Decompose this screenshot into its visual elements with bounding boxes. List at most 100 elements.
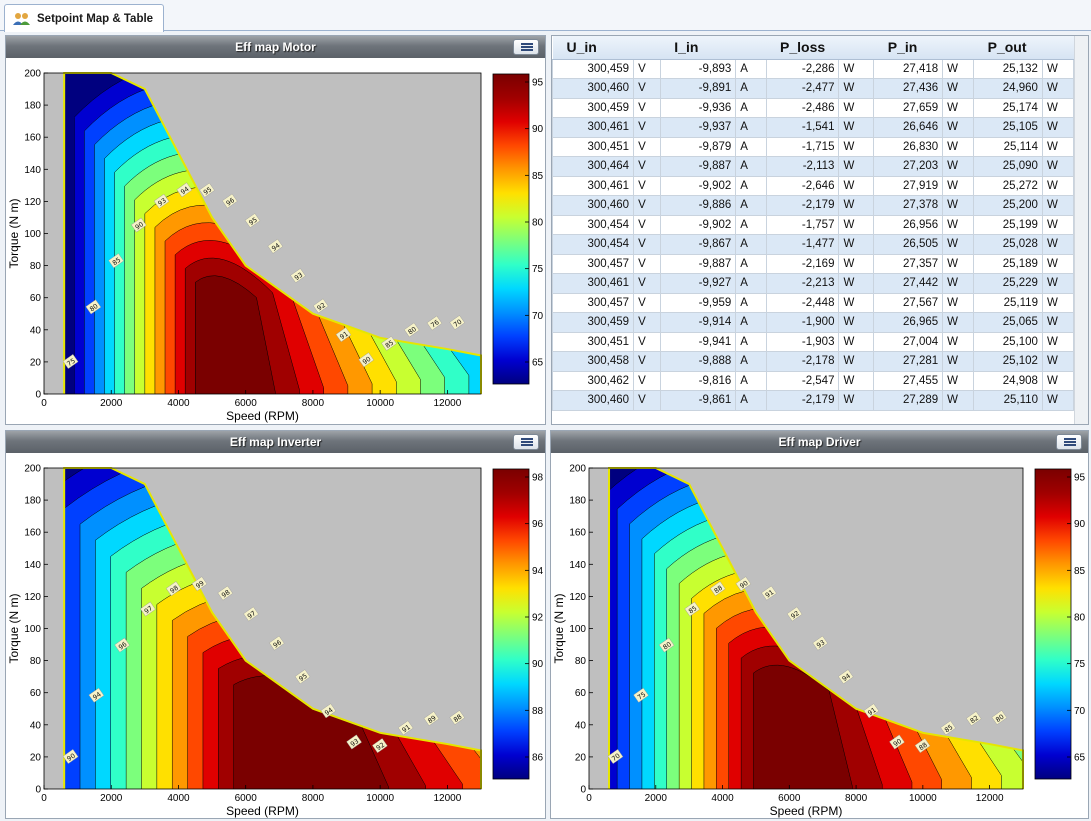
users-icon (13, 12, 31, 26)
column-header-u-in[interactable]: U_in (552, 36, 661, 60)
contour-label: 95 (294, 669, 311, 685)
table-row[interactable]: 300,451 V -9,941 A -1,903 W 27,004 W 25,100 W (552, 331, 1075, 352)
table-row[interactable]: 300,457 V -9,959 A -2,448 W 27,567 W 25,119 W (552, 292, 1075, 313)
table-row[interactable]: 300,464 V -9,887 A -2,113 W 27,203 W 25,090 W (552, 156, 1075, 177)
svg-text:96: 96 (225, 196, 236, 207)
table-cell-unit: W (942, 156, 975, 177)
table-row[interactable]: 300,458 V -9,888 A -2,178 W 27,281 W 25,102 W (552, 351, 1075, 372)
setpoint-table-panel: U_in I_in P_loss P_in P_out 300,459 V -9,8… (551, 35, 1089, 425)
svg-text:95: 95 (297, 672, 308, 683)
table-cell-value: 300,451 (552, 136, 635, 157)
panel-menu-button[interactable] (1056, 434, 1082, 450)
table-row[interactable]: 300,459 V -9,893 A -2,286 W 27,418 W 25,132 W (552, 58, 1075, 79)
svg-text:75: 75 (636, 690, 647, 701)
colorbar-tick-label: 95 (532, 78, 544, 89)
svg-text:88: 88 (713, 584, 724, 595)
table-cell-value: 25,229 (973, 273, 1043, 294)
contour-band (753, 664, 853, 789)
table-cell-unit: W (942, 97, 975, 118)
table-cell-value: -2,646 (765, 175, 840, 196)
table-cell-unit: V (633, 97, 661, 118)
table-row[interactable]: 300,462 V -9,816 A -2,547 W 27,455 W 24,908 W (552, 370, 1075, 391)
table-cell-unit: W (1041, 312, 1075, 333)
column-header-i-in[interactable]: I_in (660, 36, 767, 60)
table-row[interactable]: 300,460 V -9,891 A -2,477 W 27,436 W 24,960 W (552, 78, 1075, 99)
table-cell-unit: A (735, 312, 767, 333)
contour-label: 93 (153, 193, 170, 209)
svg-text:80: 80 (994, 713, 1005, 724)
table-cell-unit: A (735, 117, 767, 138)
table-cell-value: 25,200 (973, 195, 1043, 216)
column-header-p-in[interactable]: P_in (873, 36, 974, 60)
y-axis-label: Torque (N m) (7, 593, 21, 663)
contour-label: 93 (290, 268, 306, 284)
table-cell-value: 300,460 (552, 78, 635, 99)
contour-label: 80 (658, 637, 675, 653)
table-cell-unit: W (1041, 370, 1075, 391)
svg-text:97: 97 (143, 604, 154, 615)
table-row[interactable]: 300,459 V -9,914 A -1,900 W 26,965 W 25,065 W (552, 312, 1075, 333)
table-row[interactable]: 300,454 V -9,867 A -1,477 W 26,505 W 25,028 W (552, 234, 1075, 255)
table-cell-unit: A (735, 78, 767, 99)
table-row[interactable]: 300,457 V -9,887 A -2,169 W 27,357 W 25,189 W (552, 253, 1075, 274)
list-icon (521, 438, 533, 447)
table-row[interactable]: 300,454 V -9,902 A -1,757 W 26,956 W 25,199 W (552, 214, 1075, 235)
contour-label: 82 (965, 711, 982, 727)
contour-label: 98 (217, 585, 234, 601)
y-tick-label: 20 (30, 752, 42, 763)
table-cell-unit: W (838, 214, 875, 235)
colorbar-tick-label: 92 (532, 613, 544, 624)
x-tick-label: 2000 (645, 793, 668, 804)
panel-menu-button[interactable] (513, 39, 539, 55)
y-tick-label: 80 (575, 656, 587, 667)
column-header-p-out[interactable]: P_out (973, 36, 1074, 60)
contour-label: 95 (244, 213, 261, 228)
colorbar-tick-label: 95 (1074, 473, 1086, 484)
table-cell-value: 25,100 (973, 331, 1043, 352)
tab-setpoint-map-table[interactable]: Setpoint Map & Table (4, 4, 165, 32)
table-row[interactable]: 300,461 V -9,902 A -2,646 W 27,919 W 25,272 W (552, 175, 1075, 196)
table-scrollbar[interactable] (1074, 36, 1088, 424)
contour-label: 99 (191, 576, 208, 592)
table-cell-value: -9,914 (659, 312, 737, 333)
y-tick-label: 20 (30, 357, 42, 368)
svg-text:80: 80 (407, 325, 418, 336)
y-tick-label: 200 (24, 464, 41, 475)
table-cell-value: -9,886 (659, 195, 737, 216)
table-cell-unit: A (735, 214, 767, 235)
table-cell-value: 27,442 (873, 273, 944, 294)
panel-title: Eff map Driver (551, 431, 1088, 453)
column-header-p-loss[interactable]: P_loss (766, 36, 874, 60)
contour-label: 94 (267, 238, 284, 254)
table-header-row: U_in I_in P_loss P_in P_out (552, 36, 1074, 60)
table-cell-value: 25,174 (973, 97, 1043, 118)
table-cell-value: -2,179 (765, 390, 840, 411)
y-tick-label: 140 (569, 560, 586, 571)
panel-title: Eff map Motor (6, 36, 545, 58)
table-cell-unit: W (838, 292, 875, 313)
table-row[interactable]: 300,451 V -9,879 A -1,715 W 26,830 W 25,114 W (552, 136, 1075, 157)
x-tick-label: 2000 (100, 398, 123, 409)
table-cell-value: -1,900 (765, 312, 840, 333)
svg-text:95: 95 (247, 216, 258, 227)
table-cell-value: 26,956 (873, 214, 944, 235)
svg-text:82: 82 (969, 714, 980, 725)
table-row[interactable]: 300,460 V -9,861 A -2,179 W 27,289 W 25,110 W (552, 390, 1075, 411)
contour-label: 92 (786, 606, 803, 622)
table-row[interactable]: 300,460 V -9,886 A -2,179 W 27,378 W 25,200 W (552, 195, 1075, 216)
table-cell-value: 25,028 (973, 234, 1043, 255)
table-row[interactable]: 300,459 V -9,936 A -2,486 W 27,659 W 25,174 W (552, 97, 1075, 118)
table-cell-value: 27,289 (873, 390, 944, 411)
x-tick-label: 8000 (302, 398, 325, 409)
table-cell-unit: W (942, 390, 975, 411)
table-cell-unit: W (838, 331, 875, 352)
table-row[interactable]: 300,461 V -9,937 A -1,541 W 26,646 W 25,105 W (552, 117, 1075, 138)
panel-menu-button[interactable] (513, 434, 539, 450)
table-cell-value: -9,887 (659, 253, 737, 274)
y-tick-label: 180 (24, 496, 41, 507)
table-cell-value: 27,919 (873, 175, 944, 196)
table-cell-unit: W (838, 195, 875, 216)
x-tick-label: 10000 (366, 398, 394, 409)
table-cell-value: 27,203 (873, 156, 944, 177)
table-row[interactable]: 300,461 V -9,927 A -2,213 W 27,442 W 25,229 W (552, 273, 1075, 294)
